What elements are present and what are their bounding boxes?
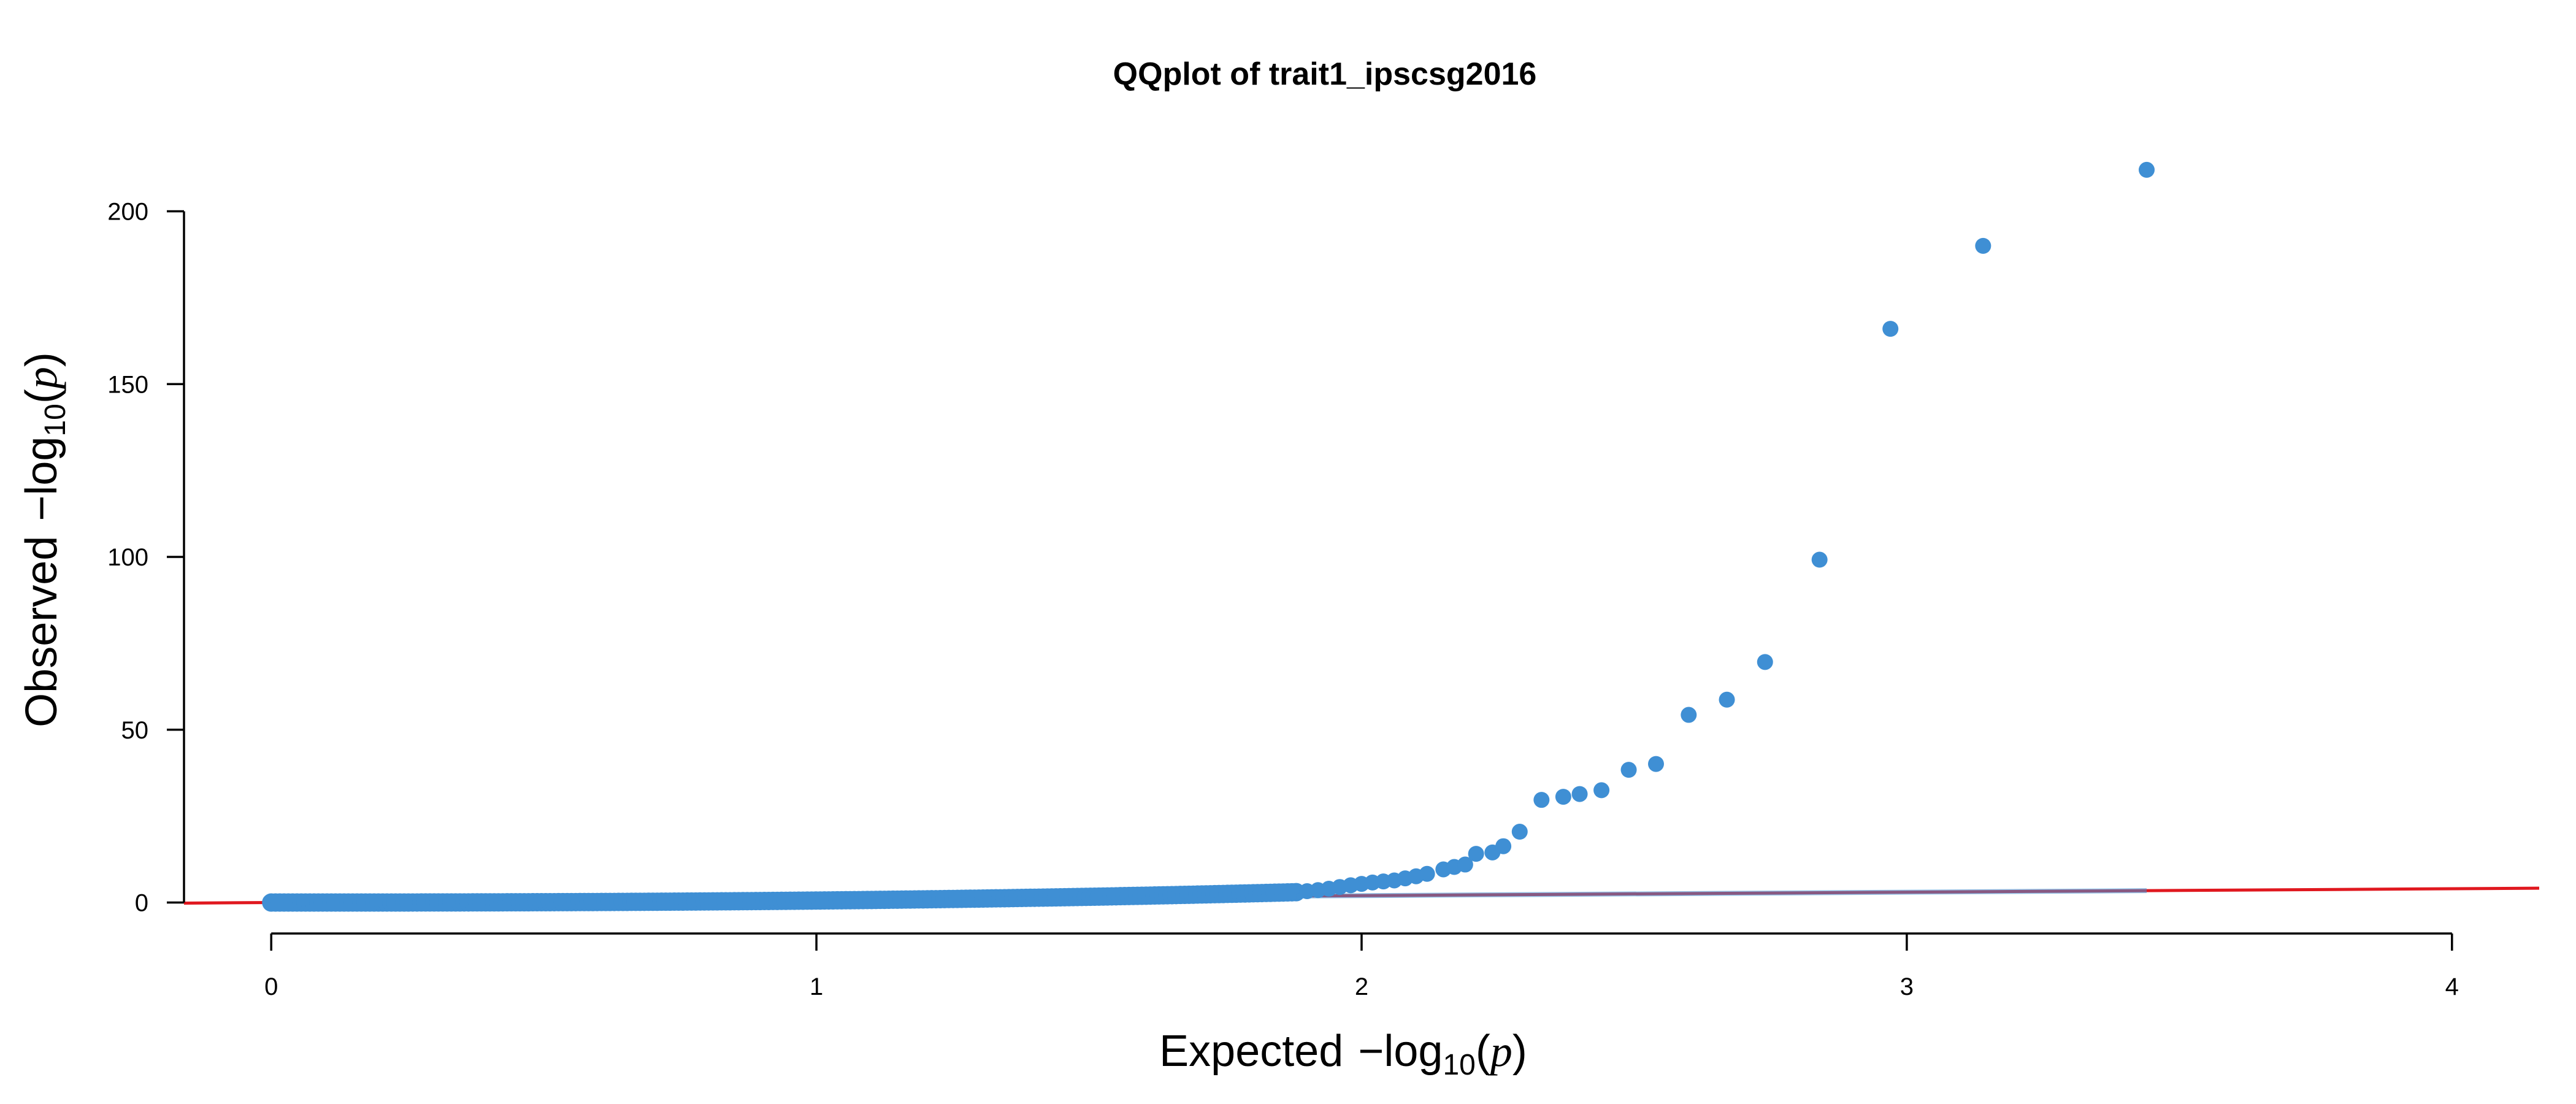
- data-point: [1757, 654, 1773, 670]
- dense-points-layer: [262, 883, 1306, 912]
- data-point: [1571, 786, 1588, 802]
- x-axis-title-prefix: Expected: [1159, 1027, 1343, 1076]
- y-tick-label: 200: [107, 199, 148, 226]
- y-axis-title-open-paren: (: [17, 389, 66, 404]
- expected-band: [1296, 888, 2147, 899]
- y-axis-title-prefix: Observed: [17, 536, 66, 727]
- y-tick-label: 100: [107, 544, 148, 571]
- x-axis: 0 1 2 3 4: [264, 932, 2459, 1000]
- x-axis-title-fn: log: [1384, 1027, 1443, 1076]
- x-tick-label: 0: [264, 973, 278, 1000]
- data-point: [1555, 789, 1571, 805]
- data-points-layer: [1299, 161, 2155, 899]
- data-point: [1511, 824, 1528, 840]
- chart-title: QQplot of trait1_ipscsg2016: [1113, 56, 1537, 92]
- y-axis-title: Observed −log10(p): [17, 352, 72, 727]
- y-axis: 0 50 100 150 200: [107, 199, 185, 917]
- data-point: [1681, 707, 1697, 723]
- x-axis-title: Expected −log10(p): [1159, 1027, 1527, 1081]
- x-axis-title-var: p: [1487, 1027, 1512, 1076]
- x-axis-title-open-paren: (: [1476, 1027, 1490, 1076]
- x-tick-label: 3: [1900, 973, 1914, 1000]
- y-axis-title-sub: 10: [39, 404, 72, 436]
- x-axis-title-sub: 10: [1443, 1049, 1475, 1081]
- data-point: [1975, 237, 1991, 254]
- y-tick-label: 0: [135, 890, 148, 917]
- y-tick-label: 50: [121, 717, 149, 744]
- data-point: [1419, 865, 1435, 882]
- plot-area: [183, 161, 2540, 912]
- x-tick-label: 2: [1355, 973, 1368, 1000]
- x-axis-title-minus: −: [1358, 1027, 1384, 1076]
- data-point: [1495, 838, 1512, 854]
- y-axis-title-fn: log: [17, 437, 66, 496]
- y-tick-label: 150: [107, 371, 148, 398]
- data-point: [1811, 551, 1828, 568]
- data-point: [1593, 782, 1610, 799]
- data-point: [1882, 321, 1899, 337]
- y-axis-title-var: p: [17, 367, 66, 392]
- data-point: [1457, 856, 1473, 873]
- data-point: [1620, 762, 1637, 778]
- data-point: [2139, 161, 2155, 178]
- data-point: [1648, 756, 1664, 772]
- y-axis-title-close-paren: ): [17, 352, 66, 367]
- data-point: [1533, 792, 1550, 808]
- data-point: [1468, 846, 1484, 862]
- data-point: [1719, 691, 1735, 708]
- x-axis-title-close-paren: ): [1512, 1027, 1527, 1076]
- expected-band-layer: [1296, 888, 2147, 899]
- y-axis-title-minus: −: [17, 496, 66, 521]
- x-tick-label: 1: [810, 973, 823, 1000]
- x-tick-label: 4: [2445, 973, 2459, 1000]
